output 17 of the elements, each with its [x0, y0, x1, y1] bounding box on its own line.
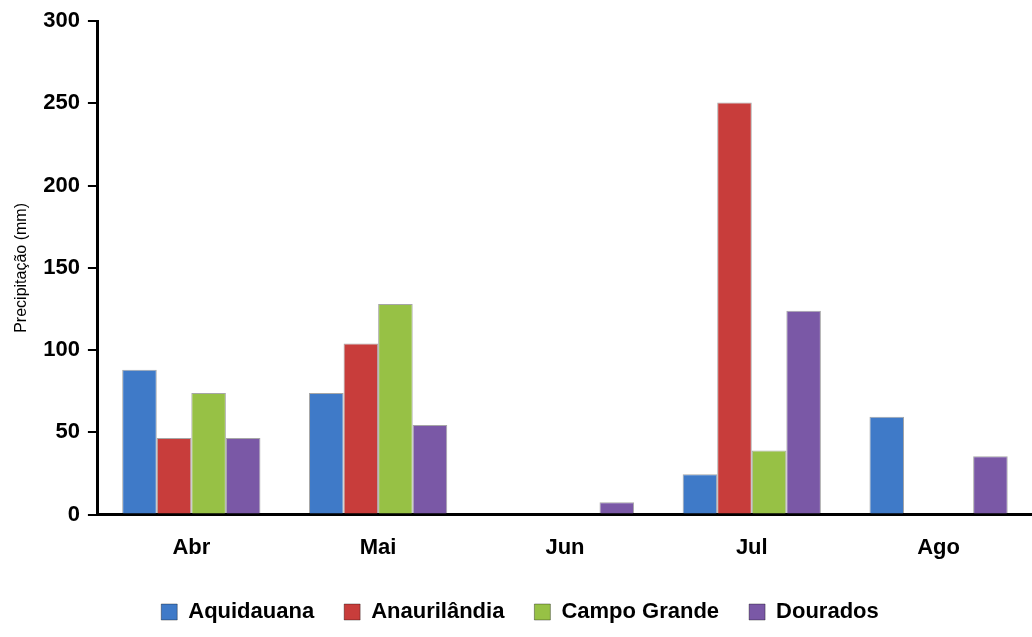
legend-label: Campo Grande: [561, 598, 720, 624]
x-tick-label: Jun: [545, 533, 585, 559]
legend-label: Anaurilândia: [371, 598, 506, 624]
y-tick-label: 250: [43, 89, 80, 115]
y-tick-label: 100: [43, 336, 80, 362]
legend-label: Aquidauana: [188, 598, 315, 624]
x-tick-label: Mai: [359, 533, 397, 559]
y-tick-label: 0: [67, 500, 80, 526]
y-tick-label: 300: [43, 7, 80, 33]
x-tick-label: Ago: [917, 533, 960, 559]
y-tick-label: 150: [43, 253, 80, 279]
y-tick-label: 200: [43, 171, 80, 197]
x-tick-label: Abr: [172, 533, 211, 559]
legend-label: Dourados: [776, 598, 879, 624]
y-tick-label: 50: [55, 418, 80, 444]
x-tick-label: Jul: [735, 533, 768, 559]
y-axis-title: Precipitação (mm): [12, 202, 30, 333]
